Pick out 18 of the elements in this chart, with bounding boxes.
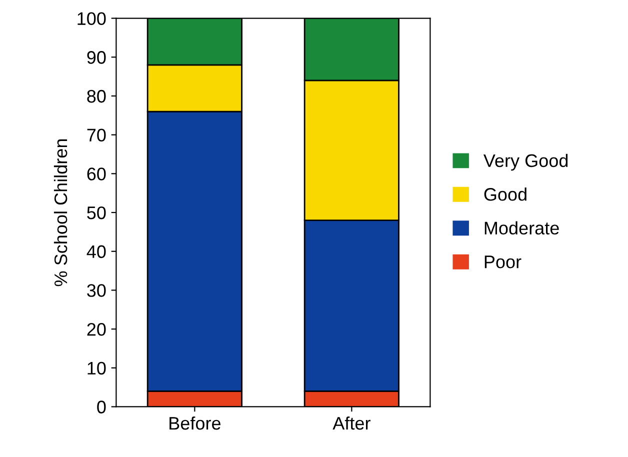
y-tick-label: 50 xyxy=(87,206,106,220)
legend-label: Very Good xyxy=(483,154,568,171)
y-tick-label: 0 xyxy=(97,400,106,414)
y-tick-label: 70 xyxy=(87,128,106,142)
legend-label: Good xyxy=(484,188,526,201)
y-tick-label: 90 xyxy=(87,51,106,64)
y-tick-label: 80 xyxy=(87,90,106,103)
legend-label: Poor xyxy=(484,256,522,268)
y-tick-label: 100 xyxy=(78,12,106,25)
x-tick-label: Before xyxy=(170,416,220,430)
y-tick-label: 10 xyxy=(88,362,106,375)
y-tick-label: 30 xyxy=(87,284,106,297)
y-tick-label: 20 xyxy=(87,322,106,336)
x-tick-label: After xyxy=(332,416,370,430)
legend-label: Moderate xyxy=(484,221,559,235)
y-axis-title: % School Children xyxy=(54,139,68,286)
y-tick-label: 40 xyxy=(86,245,106,258)
y-tick-label: 60 xyxy=(87,168,106,180)
